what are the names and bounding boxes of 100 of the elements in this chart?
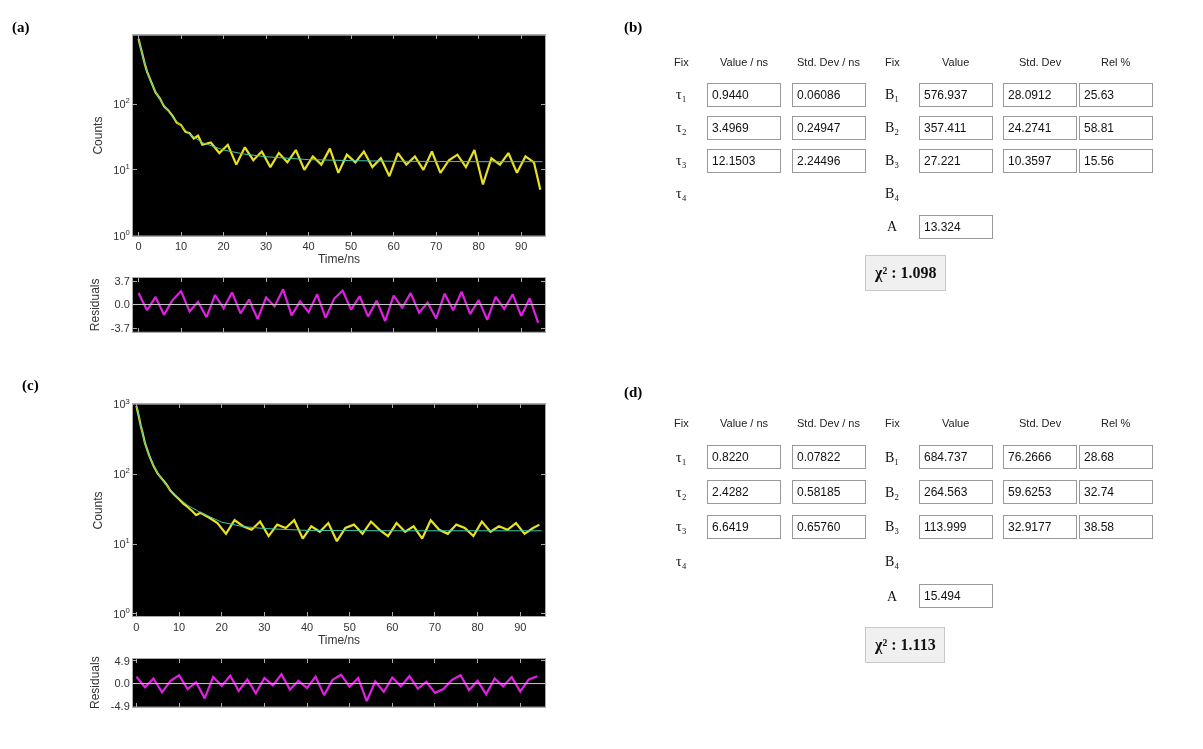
text: 576.937	[924, 88, 968, 102]
text: 25.63	[1084, 88, 1115, 102]
x-tick-label: 0	[133, 620, 140, 633]
text: 59.6253	[1008, 485, 1052, 499]
category-label: Std. Dev	[1019, 56, 1062, 68]
text: τ₁	[676, 87, 687, 102]
y-tick-label: 10$^{1}$	[113, 162, 130, 176]
text: 3.4969	[712, 121, 749, 135]
y-tick-label: 0.0	[114, 298, 130, 311]
text: A	[887, 219, 898, 234]
x-tick-label: 10	[174, 239, 188, 252]
y-tick-label: 10$^{1}$	[113, 536, 130, 550]
text: 13.324	[924, 220, 961, 234]
y-tick-label: 10$^{0}$	[113, 227, 130, 242]
text: 0.8220	[712, 450, 749, 464]
category-label: Value / ns	[720, 417, 769, 429]
category-label: Value	[942, 56, 970, 68]
text: 0.07822	[797, 450, 841, 464]
text: 28.0912	[1008, 88, 1052, 102]
text: τ₂	[676, 120, 687, 135]
text: 58.81	[1084, 121, 1115, 135]
text: B₁	[885, 450, 900, 465]
y-axis-title: Residuals	[88, 278, 103, 332]
text: 15.56	[1084, 154, 1115, 168]
text: 32.74	[1084, 485, 1115, 499]
text: 2.4282	[712, 485, 749, 499]
line-series	[138, 38, 543, 163]
x-tick-label: 80	[472, 239, 485, 252]
category-label: Value / ns	[720, 56, 769, 68]
category-label: Fix	[674, 56, 690, 68]
text: τ₂	[676, 485, 687, 500]
category-label: Rel %	[1101, 417, 1131, 429]
text: A	[887, 589, 898, 604]
y-axis-title: Residuals	[88, 656, 103, 709]
text: 0.65760	[797, 520, 841, 534]
y-tick-label: -4.9	[110, 700, 130, 713]
text: 27.221	[924, 154, 961, 168]
text: B₄	[885, 554, 900, 569]
text: 0.58185	[797, 485, 841, 499]
chart-title: (c)	[22, 377, 39, 394]
x-axis-title: Time/ns	[317, 251, 361, 266]
x-tick-label: 70	[430, 239, 443, 252]
text: τ₃	[676, 153, 687, 168]
x-tick-label: 50	[343, 620, 356, 633]
x-tick-label: 20	[217, 239, 230, 252]
text: 113.999	[924, 520, 967, 534]
line-series	[135, 673, 539, 703]
y-tick-label: 3.7	[114, 274, 130, 287]
text: 15.494	[924, 589, 961, 603]
x-tick-label: 30	[259, 239, 273, 252]
text: τ₄	[676, 186, 687, 201]
text: 32.9177	[1008, 520, 1052, 534]
y-axis-title: Counts	[90, 491, 105, 530]
text: 2.24496	[797, 154, 841, 168]
text: 12.1503	[712, 154, 756, 168]
text: τ₁	[676, 450, 687, 465]
x-tick-label: 90	[515, 239, 528, 252]
text: (b)	[624, 19, 643, 36]
text: 76.2666	[1008, 450, 1052, 464]
x-tick-label: 0	[135, 239, 142, 252]
y-tick-label: 0.0	[114, 677, 130, 690]
y-tick-label: 10$^{2}$	[113, 466, 130, 481]
x-tick-label: 80	[471, 620, 484, 633]
text: 28.68	[1084, 450, 1115, 464]
chart-title: (a)	[12, 19, 30, 36]
text: 684.737	[924, 450, 968, 464]
text: 6.6419	[712, 520, 749, 534]
text: B₁	[885, 87, 900, 102]
category-label: Fix	[885, 56, 901, 68]
text: χ² : 1.098	[874, 264, 937, 282]
x-tick-label: 70	[428, 620, 442, 633]
text: 0.24947	[797, 121, 841, 135]
y-tick-label: 10$^{0}$	[113, 606, 130, 620]
x-tick-label: 30	[258, 620, 271, 633]
text: 264.563	[924, 485, 968, 499]
y-tick-label: -3.7	[110, 321, 130, 334]
category-label: Fix	[674, 417, 690, 429]
text: B₄	[885, 186, 900, 201]
text: τ₄	[676, 554, 687, 569]
y-tick-label: 10$^{3}$	[113, 396, 130, 411]
x-axis-title: Time/ns	[317, 632, 361, 647]
line-series	[137, 37, 542, 191]
text: 24.2741	[1008, 121, 1052, 135]
category-label: Std. Dev / ns	[797, 417, 861, 429]
text: 38.58	[1084, 520, 1115, 534]
category-label: Fix	[885, 417, 901, 429]
line-series	[137, 288, 540, 325]
y-tick-label: 10$^{2}$	[113, 96, 130, 110]
text: τ₃	[676, 519, 687, 534]
text: B₃	[885, 519, 900, 534]
text: 10.3597	[1008, 154, 1052, 168]
x-tick-label: 40	[302, 239, 315, 252]
text: B₂	[885, 485, 900, 500]
text: 357.411	[924, 121, 967, 135]
x-tick-label: 40	[300, 620, 314, 633]
y-tick-label: 4.9	[114, 654, 130, 667]
x-tick-label: 50	[344, 239, 358, 252]
text: B₃	[885, 153, 900, 168]
category-label: Std. Dev	[1019, 417, 1062, 429]
x-tick-label: 60	[386, 620, 399, 633]
